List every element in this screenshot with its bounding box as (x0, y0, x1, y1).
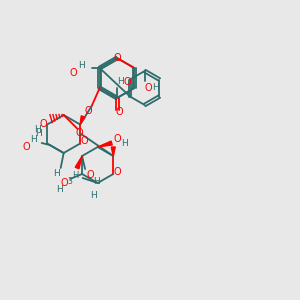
Text: O: O (113, 53, 121, 63)
Text: O: O (70, 68, 77, 78)
Text: O: O (23, 142, 31, 152)
Text: H: H (121, 139, 128, 148)
Text: H: H (152, 83, 159, 92)
Text: O: O (86, 170, 94, 180)
Text: O: O (145, 83, 152, 93)
Text: O: O (115, 107, 123, 117)
Text: H: H (56, 184, 62, 194)
Text: 3: 3 (67, 176, 72, 185)
Text: H: H (34, 125, 41, 134)
Text: O: O (123, 77, 131, 87)
Polygon shape (111, 147, 115, 156)
Text: H: H (93, 176, 100, 185)
Text: H: H (30, 136, 37, 145)
Polygon shape (98, 141, 112, 147)
Text: H: H (78, 61, 85, 70)
Text: H: H (90, 191, 97, 200)
Polygon shape (80, 116, 85, 124)
Text: O: O (40, 119, 47, 129)
Text: O: O (85, 106, 92, 116)
Text: O: O (114, 134, 122, 144)
Text: O: O (80, 136, 88, 146)
Text: H: H (117, 77, 123, 86)
Text: H: H (53, 169, 60, 178)
Text: H: H (73, 172, 79, 181)
Text: H: H (35, 130, 42, 139)
Text: O: O (113, 167, 121, 177)
Text: O: O (76, 128, 83, 138)
Polygon shape (75, 156, 82, 169)
Text: O: O (60, 178, 68, 188)
